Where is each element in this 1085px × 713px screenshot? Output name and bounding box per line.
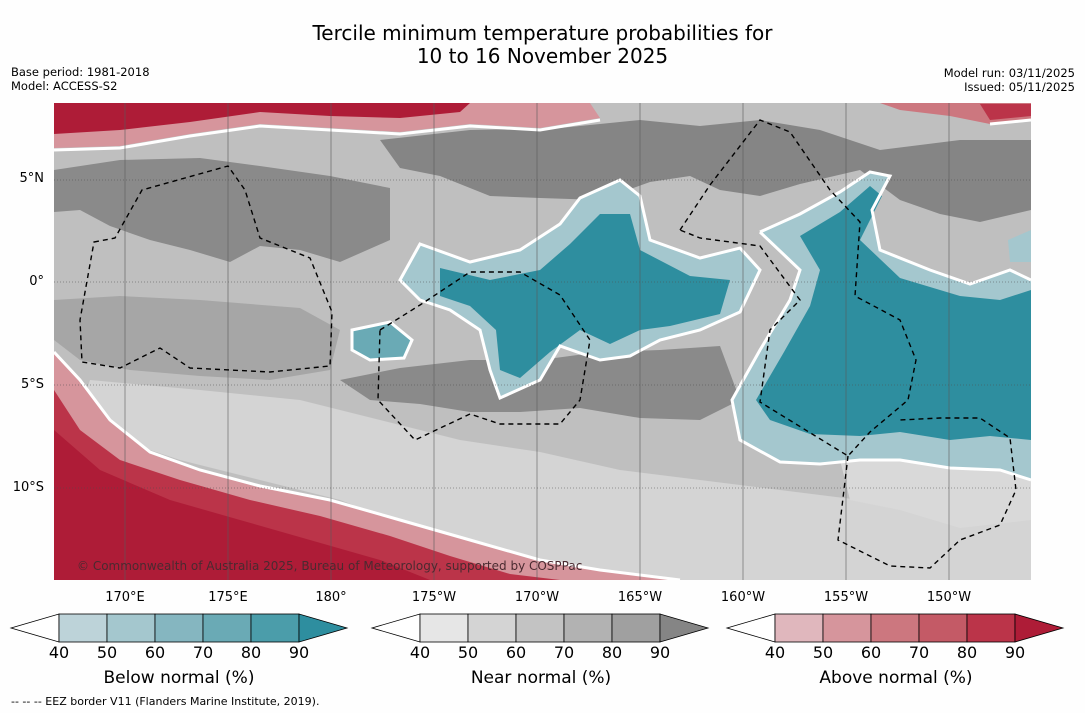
lon-label-180: 180°	[315, 590, 347, 605]
colorbar-above-high-extend	[1014, 613, 1065, 643]
colorbar-below-segment	[250, 613, 300, 643]
model-name: Model: ACCESS-S2	[11, 79, 118, 93]
meta-right: Model run: 03/11/2025 Issued: 05/11/2025	[944, 66, 1075, 94]
lon-label-150w: 150°W	[926, 590, 972, 605]
above-sw-deep	[54, 430, 430, 580]
eez-kiribati-gilbert	[79, 165, 333, 373]
grid-meridians	[124, 103, 950, 580]
contour-ne	[989, 118, 1031, 126]
colorbar-title-above: Above normal (%)	[819, 668, 973, 688]
colorbar-above-tick: 80	[956, 643, 978, 662]
lat-label-5n: 5°N	[19, 171, 45, 186]
colorbar-below-segment	[154, 613, 204, 643]
colorbar-above-tick: 40	[764, 643, 786, 662]
colorbar-below-high-extend	[298, 613, 349, 643]
colorbar-title-near: Near normal (%)	[470, 668, 612, 688]
lat-label-10s: 10°S	[12, 480, 44, 495]
gridlines	[54, 179, 1031, 489]
contour-lines	[54, 118, 1031, 580]
eez-phoenix	[377, 271, 591, 441]
eez-footnote: -- -- -- EEZ border V11 (Flanders Marine…	[11, 695, 320, 708]
map-field	[54, 103, 1031, 580]
colorbar-below-tick: 70	[192, 643, 214, 662]
contour-small	[350, 320, 414, 362]
below-ne-patch	[1008, 230, 1031, 262]
lon-label-155w: 155°W	[823, 590, 869, 605]
colorbar-above-low-extend	[725, 613, 776, 643]
above-north-core	[54, 103, 470, 134]
colorbar-near-segment	[611, 613, 661, 643]
chart-title: Tercile minimum temperature probabilitie…	[0, 22, 1085, 68]
colorbar-below-tick: 90	[288, 643, 310, 662]
colorbar-above-tick: 60	[860, 643, 882, 662]
colorbar-below-tick: 50	[96, 643, 118, 662]
lon-label-165w: 165°W	[617, 590, 663, 605]
lon-label-175e: 175°E	[208, 590, 248, 605]
contour-north	[54, 118, 601, 152]
title-line-1: Tercile minimum temperature probabilitie…	[312, 21, 773, 45]
below-central-core	[440, 214, 730, 378]
colorbar-near-segment	[515, 613, 565, 643]
contour-east	[730, 170, 1031, 482]
colorbar-below-tick: 40	[48, 643, 70, 662]
model-run: Model run: 03/11/2025	[943, 66, 1075, 80]
contour-central	[398, 178, 762, 401]
colorbar-near-low-extend	[370, 613, 421, 643]
near-dark-west	[54, 158, 390, 262]
colorbar-near-tick: 80	[601, 643, 623, 662]
colorbar-below-tick: 60	[144, 643, 166, 662]
lon-label-160w: 160°W	[720, 590, 766, 605]
colorbar-near-tick: 50	[457, 643, 479, 662]
below-small-patch	[352, 322, 412, 360]
lon-label-175w: 175°W	[411, 590, 457, 605]
colorbar-near-segment	[467, 613, 517, 643]
near-light-south	[80, 380, 1031, 580]
near-dark-north	[380, 120, 1031, 222]
colorbar-near-high-extend	[659, 613, 710, 643]
colorbar-above-tick: 50	[812, 643, 834, 662]
colorbar-near-segment	[563, 613, 613, 643]
near-mid-south	[54, 296, 340, 380]
colorbar-above-segment	[822, 613, 872, 643]
title-line-2: 10 to 16 November 2025	[416, 44, 669, 68]
eez-cook-islands	[837, 417, 1017, 569]
copyright-credit: © Commonwealth of Australia 2025, Bureau…	[77, 559, 583, 573]
colorbar-below-tick: 80	[240, 643, 262, 662]
colorbar-above-segment	[918, 613, 968, 643]
colorbar-above-tick: 70	[908, 643, 930, 662]
colorbar-above-segment	[966, 613, 1016, 643]
issued-date: Issued: 05/11/2025	[964, 80, 1075, 94]
below-east-core	[756, 186, 1031, 440]
colorbar-near-segment	[419, 613, 469, 643]
above-ne-core	[980, 104, 1031, 120]
eez-borders	[79, 119, 1017, 569]
colorbar-near-tick: 40	[409, 643, 431, 662]
meta-left: Base period: 1981-2018 Model: ACCESS-S2	[11, 65, 150, 93]
colorbar-above-segment	[870, 613, 920, 643]
colorbar-above-segment	[774, 613, 824, 643]
colorbar-below-segment	[106, 613, 156, 643]
colorbar-near-tick: 90	[649, 643, 671, 662]
colorbar-below-segment	[58, 613, 108, 643]
colorbars	[9, 613, 1065, 643]
lat-label-5s: 5°S	[20, 377, 44, 392]
colorbar-title-below: Below normal (%)	[103, 668, 255, 688]
eez-line-islands	[678, 119, 917, 457]
colorbar-near-tick: 70	[553, 643, 575, 662]
lon-label-170w: 170°W	[514, 590, 560, 605]
colorbar-below-low-extend	[9, 613, 60, 643]
lat-label-0: 0°	[29, 274, 44, 289]
colorbar-below-segment	[202, 613, 252, 643]
colorbar-near-tick: 60	[505, 643, 527, 662]
colorbar-above-tick: 90	[1004, 643, 1026, 662]
lon-label-170e: 170°E	[105, 590, 145, 605]
base-period: Base period: 1981-2018	[11, 65, 150, 79]
contour-southwest	[54, 350, 681, 580]
